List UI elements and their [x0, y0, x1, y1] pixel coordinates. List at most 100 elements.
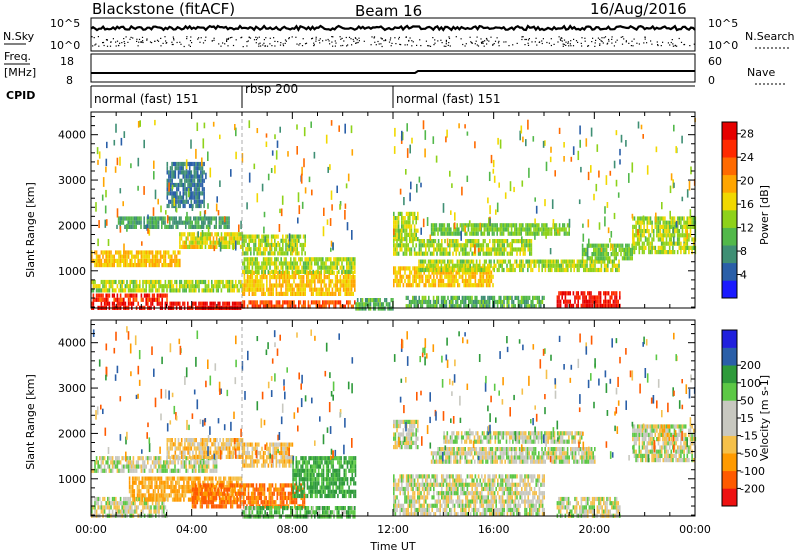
heatmap-cell	[180, 170, 183, 175]
heatmap-cell	[594, 252, 597, 257]
heatmap-cell	[163, 250, 165, 255]
heatmap-cell	[684, 245, 687, 250]
heatmap-cell	[452, 270, 454, 275]
heatmap-cell	[635, 224, 637, 229]
heatmap-cell	[175, 493, 177, 498]
heatmap-cell	[336, 275, 338, 280]
heatmap-cell	[127, 496, 130, 502]
heatmap-cell	[466, 259, 468, 264]
heatmap-cell	[194, 216, 197, 221]
heatmap-cell	[530, 231, 532, 236]
heatmap-cell	[167, 263, 170, 268]
heatmap-cell	[283, 257, 286, 262]
heatmap-cell	[417, 237, 419, 242]
heatmap-cell	[440, 295, 443, 300]
heatmap-cell	[587, 267, 590, 273]
heatmap-cell	[346, 257, 348, 262]
heatmap-cell	[528, 295, 531, 300]
heatmap-cell	[401, 243, 403, 248]
heatmap-cell	[148, 284, 151, 289]
heatmap-cell	[153, 263, 155, 268]
heatmap-cell	[186, 489, 188, 494]
heatmap-cell	[657, 250, 660, 255]
heatmap-cell	[113, 501, 115, 506]
heatmap-cell	[277, 304, 279, 309]
heatmap-cell	[278, 291, 281, 296]
heatmap-cell	[222, 284, 224, 289]
heatmap-cell	[473, 274, 475, 279]
heatmap-cell	[416, 183, 418, 193]
heatmap-cell	[179, 170, 181, 175]
heatmap-cell	[648, 229, 650, 234]
heatmap-cell	[159, 254, 162, 259]
heatmap-cell	[334, 283, 337, 288]
heatmap-cell	[91, 254, 93, 259]
heatmap-cell	[138, 489, 140, 494]
heatmap-cell	[110, 258, 112, 263]
heatmap-cell	[342, 257, 345, 262]
heatmap-cell	[92, 284, 95, 289]
heatmap-cell	[228, 279, 231, 285]
heatmap-cell	[320, 275, 322, 280]
heatmap-cell	[488, 217, 490, 224]
heatmap-cell	[480, 295, 483, 300]
heatmap-cell	[147, 228, 149, 234]
heatmap-cell	[441, 274, 443, 279]
heatmap-cell	[157, 220, 160, 225]
heatmap-cell	[280, 291, 282, 296]
heatmap-cell	[466, 263, 468, 268]
heatmap-cell	[312, 275, 314, 280]
heatmap-cell	[479, 299, 481, 305]
heatmap-cell	[236, 236, 239, 241]
heatmap-cell	[293, 287, 295, 292]
heatmap-cell	[139, 489, 142, 494]
heatmap-cell	[498, 247, 501, 252]
heatmap-cell	[108, 301, 111, 306]
heatmap-cell	[423, 267, 425, 273]
heatmap-cell	[286, 247, 289, 252]
heatmap-cell	[397, 211, 400, 216]
heatmap-cell	[403, 197, 405, 206]
heatmap-cell	[139, 279, 141, 285]
heatmap-cell	[119, 460, 122, 465]
heatmap-cell	[614, 299, 616, 304]
heatmap-cell	[325, 300, 327, 305]
heatmap-cell	[467, 227, 470, 232]
heatmap-cell	[114, 166, 117, 173]
heatmap-cell	[520, 223, 522, 228]
heatmap-cell	[160, 480, 163, 485]
heatmap-cell	[533, 263, 535, 268]
heatmap-cell	[175, 480, 177, 485]
heatmap-cell	[173, 197, 176, 207]
heatmap-cell	[285, 257, 287, 262]
heatmap-cell	[184, 450, 186, 455]
heatmap-cell	[256, 269, 258, 274]
heatmap-cell	[238, 236, 240, 241]
heatmap-cell	[476, 239, 478, 244]
heatmap-cell	[196, 236, 199, 241]
heatmap-cell	[418, 251, 421, 256]
heatmap-cell	[196, 240, 199, 245]
heatmap-cell	[147, 279, 149, 285]
heatmap-cell	[449, 170, 451, 177]
heatmap-cell	[589, 259, 591, 264]
heatmap-cell	[179, 288, 181, 293]
heatmap-cell	[464, 263, 467, 268]
heatmap-cell	[191, 288, 194, 293]
heatmap-cell	[538, 259, 540, 264]
heatmap-cell	[278, 224, 281, 232]
heatmap-cell	[143, 258, 146, 263]
heatmap-cell	[456, 304, 459, 309]
heatmap-cell	[118, 250, 120, 255]
heatmap-cell	[147, 250, 149, 255]
heatmap-cell	[405, 232, 408, 237]
heatmap-cell	[288, 270, 290, 275]
heatmap-cell	[199, 211, 202, 217]
heatmap-cell	[332, 242, 334, 250]
heatmap-cell	[503, 259, 505, 264]
heatmap-cell	[529, 247, 531, 252]
heatmap-cell	[453, 239, 456, 244]
heatmap-cell	[111, 456, 114, 461]
heatmap-cell	[183, 301, 186, 306]
heatmap-cell	[126, 279, 128, 285]
